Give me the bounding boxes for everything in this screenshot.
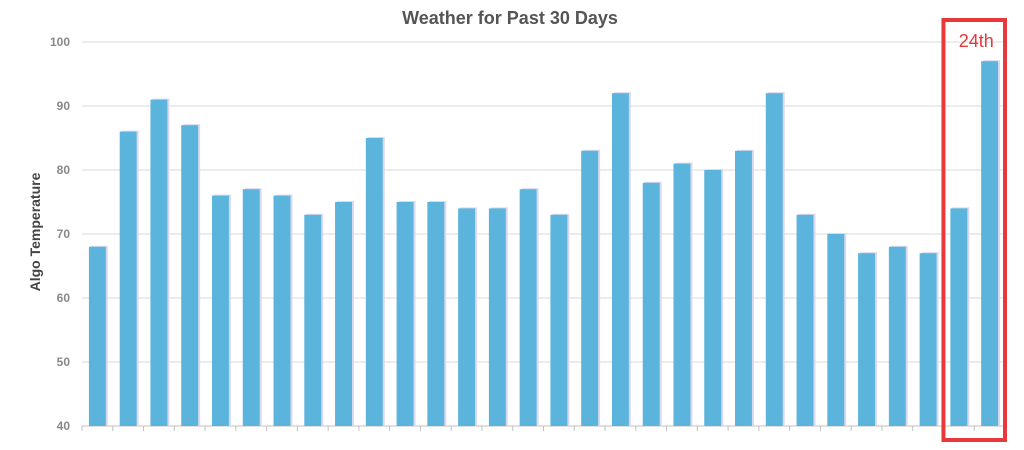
bar-13 bbox=[458, 208, 476, 426]
chart-title: Weather for Past 30 Days bbox=[402, 8, 618, 28]
bar-15 bbox=[519, 189, 537, 426]
bar-6 bbox=[242, 189, 260, 426]
bar-11 bbox=[396, 202, 414, 426]
bar-16 bbox=[550, 214, 568, 426]
bar-22 bbox=[735, 150, 752, 427]
bar-24 bbox=[796, 214, 814, 426]
bar-3 bbox=[150, 99, 168, 426]
bar-7 bbox=[273, 195, 291, 426]
highlight-box bbox=[941, 18, 1008, 442]
bar-29 bbox=[950, 208, 968, 426]
bar-14 bbox=[488, 208, 506, 426]
y-tick-label-60: 60 bbox=[57, 291, 71, 305]
bar-23 bbox=[765, 93, 783, 426]
bar-25 bbox=[827, 234, 845, 426]
bar-2 bbox=[119, 131, 137, 426]
bar-20 bbox=[673, 163, 691, 426]
bar-4 bbox=[181, 125, 199, 426]
bar-27 bbox=[888, 246, 906, 426]
annotation-label: 24th bbox=[959, 31, 994, 51]
bars bbox=[88, 60, 1001, 427]
bar-30 bbox=[981, 61, 999, 426]
x-tick-marks bbox=[81, 426, 1006, 431]
y-tick-label-50: 50 bbox=[57, 355, 71, 369]
bar-9 bbox=[335, 202, 352, 426]
y-tick-label-100: 100 bbox=[50, 35, 70, 49]
bar-10 bbox=[365, 138, 383, 426]
bar-1 bbox=[88, 246, 106, 426]
bar-26 bbox=[858, 253, 876, 426]
bar-8 bbox=[304, 214, 322, 426]
bar-17 bbox=[581, 150, 599, 427]
bar-21 bbox=[704, 170, 722, 426]
bar-12 bbox=[427, 202, 445, 426]
y-tick-label-40: 40 bbox=[57, 419, 71, 433]
y-axis-label: Algo Temperature bbox=[27, 172, 43, 291]
y-tick-labels: 40 50 60 70 80 90 100 bbox=[50, 35, 70, 433]
y-tick-label-90: 90 bbox=[57, 99, 71, 113]
bar-28 bbox=[919, 253, 937, 426]
bar-19 bbox=[642, 182, 660, 426]
bar-18 bbox=[611, 93, 629, 426]
gridlines bbox=[82, 41, 1005, 427]
y-tick-label-70: 70 bbox=[57, 227, 71, 241]
y-tick-label-80: 80 bbox=[57, 163, 71, 177]
bar-5 bbox=[211, 195, 229, 426]
